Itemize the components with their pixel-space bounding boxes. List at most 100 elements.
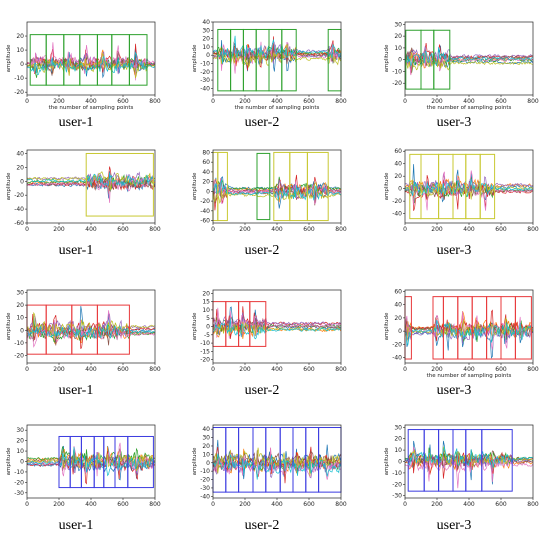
- y-tick-label: 60: [394, 288, 402, 295]
- y-tick-label: 0: [398, 459, 402, 466]
- x-tick-label: 800: [335, 501, 347, 508]
- y-tick-label: -15: [200, 348, 210, 355]
- series-line: [213, 312, 341, 334]
- y-tick-label: -20: [392, 198, 402, 205]
- series-line: [27, 324, 155, 340]
- y-axis-label: amplitude: [384, 44, 390, 72]
- y-tick-label: -60: [200, 218, 210, 225]
- y-tick-label: 0: [398, 186, 402, 193]
- subplot-caption: user-1: [59, 243, 94, 258]
- series-lines: [405, 164, 533, 211]
- series-lines: [405, 440, 533, 489]
- series-lines: [405, 42, 533, 76]
- subplot-caption: user-3: [437, 115, 472, 130]
- y-axis-label: amplitude: [6, 172, 12, 200]
- series-line: [213, 453, 341, 480]
- y-tick-label: 0: [398, 57, 402, 64]
- y-tick-label: 30: [16, 290, 24, 297]
- x-tick-label: 800: [527, 501, 539, 508]
- series-line: [27, 42, 155, 81]
- y-tick-label: -40: [200, 208, 210, 215]
- subplot-caption: user-2: [245, 115, 280, 130]
- series-line: [405, 446, 533, 489]
- y-tick-label: 0: [20, 61, 24, 68]
- series-line: [405, 178, 533, 198]
- y-tick-label: 60: [202, 159, 210, 166]
- x-tick-label: 600: [495, 366, 507, 373]
- y-tick-label: 0: [206, 188, 210, 195]
- subplot-11: 0 200 400 600 800-40-30-20-10010203040amplit…: [192, 424, 347, 533]
- x-tick-label: 0: [211, 98, 215, 105]
- y-tick-label: 30: [16, 427, 24, 434]
- y-tick-label: 30: [394, 424, 402, 431]
- y-axis-label: amplitude: [192, 44, 198, 72]
- series-lines: [213, 35, 341, 74]
- x-tick-label: 200: [431, 366, 443, 373]
- y-tick-label: 20: [394, 33, 402, 40]
- x-tick-label: 0: [25, 98, 29, 105]
- x-tick-label: 800: [149, 226, 161, 233]
- segment-box: [479, 153, 496, 220]
- y-tick-label: 5: [206, 315, 210, 322]
- y-tick-label: -60: [14, 220, 24, 227]
- series-lines: [213, 439, 341, 484]
- x-tick-label: 800: [527, 366, 539, 373]
- x-tick-label: 800: [149, 98, 161, 105]
- y-tick-label: 80: [202, 149, 210, 156]
- x-tick-label: 600: [495, 501, 507, 508]
- subplot-caption: user-3: [437, 243, 472, 258]
- series-line: [213, 43, 341, 64]
- y-axis-label: amplitude: [6, 312, 12, 340]
- y-tick-label: -20: [392, 80, 402, 87]
- y-tick-label: 30: [394, 21, 402, 28]
- y-tick-label: -10: [14, 340, 24, 347]
- x-tick-label: 600: [117, 98, 129, 105]
- x-tick-label: 600: [117, 226, 129, 233]
- x-tick-label: 800: [335, 226, 347, 233]
- y-tick-label: -30: [200, 485, 210, 492]
- x-axis-label: the number of sampling points: [427, 105, 512, 111]
- y-tick-label: 40: [394, 302, 402, 309]
- subplot-caption: user-2: [245, 383, 280, 398]
- subplot-4: 0 200 400 600 800 -60 -40 -20 0 20 40 amplitude user…: [6, 149, 161, 258]
- y-tick-label: 20: [202, 443, 210, 450]
- segment-box: [514, 296, 532, 360]
- y-tick-label: -20: [392, 481, 402, 488]
- y-tick-label: -20: [14, 352, 24, 359]
- y-tick-label: -10: [200, 340, 210, 347]
- series-lines: [27, 442, 155, 485]
- y-tick-label: 20: [202, 290, 210, 297]
- x-tick-label: 600: [303, 98, 315, 105]
- y-tick-label: 30: [202, 435, 210, 442]
- y-tick-label: 10: [202, 451, 210, 458]
- x-axis-label: the number of sampling points: [235, 105, 320, 111]
- y-tick-label: -40: [392, 355, 402, 362]
- series-line: [405, 446, 533, 469]
- subplot-caption: user-1: [59, 383, 94, 398]
- x-tick-label: 200: [53, 366, 65, 373]
- y-tick-label: -30: [392, 493, 402, 500]
- segment-box: [127, 435, 154, 489]
- x-tick-label: 200: [431, 226, 443, 233]
- y-tick-label: -40: [200, 493, 210, 500]
- y-tick-label: 0: [206, 52, 210, 59]
- subplot-5: 0 200 400 600 800 -60 -40 -20 0 20 40 60 80 amplitude…: [192, 149, 347, 258]
- subplot-caption: user-2: [245, 243, 280, 258]
- series-line: [213, 43, 341, 69]
- series-line: [213, 317, 341, 340]
- series-line: [405, 446, 533, 468]
- series-lines: [27, 166, 155, 203]
- x-tick-label: 0: [25, 501, 29, 508]
- y-axis-label: amplitude: [6, 44, 12, 72]
- series-line: [405, 47, 533, 67]
- x-tick-label: 600: [495, 98, 507, 105]
- series-line: [405, 52, 533, 71]
- x-tick-label: 200: [431, 501, 443, 508]
- y-tick-label: -30: [14, 490, 24, 497]
- subplot-caption: user-3: [437, 383, 472, 398]
- segment-box: [256, 152, 271, 221]
- y-tick-label: -10: [200, 468, 210, 475]
- y-tick-label: -20: [14, 479, 24, 486]
- series-line: [213, 179, 341, 201]
